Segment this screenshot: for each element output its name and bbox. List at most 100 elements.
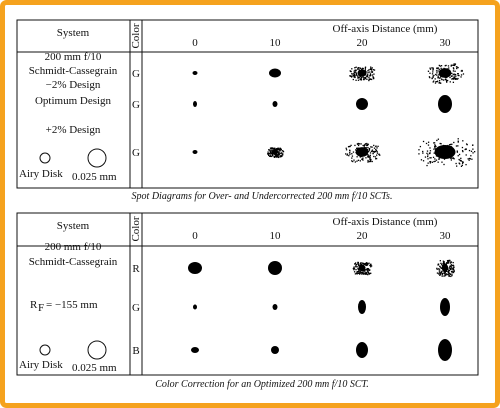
spot-dot <box>364 273 366 275</box>
spot-dot <box>368 269 370 272</box>
spot-dot <box>366 76 368 78</box>
spot-dot <box>444 275 446 277</box>
airy-size: 0.025 mm <box>72 171 117 183</box>
spot-dot <box>357 79 360 81</box>
spot-dot <box>358 77 360 79</box>
spot-dot <box>352 73 354 75</box>
spot-dot <box>359 270 361 273</box>
spot-dot <box>439 76 442 78</box>
spot-dot <box>460 76 462 78</box>
spot-dot <box>372 69 375 71</box>
spot-dot <box>450 157 452 160</box>
spot-dot <box>365 272 367 274</box>
spot-dot <box>440 78 443 80</box>
spot-dot <box>444 271 446 274</box>
spot-dot <box>275 156 278 158</box>
spot-dot <box>444 274 447 276</box>
spot-dot <box>364 270 366 272</box>
spot-dot <box>424 156 427 158</box>
spot-dot <box>354 69 356 71</box>
spot-dot <box>462 73 465 75</box>
spot-dot <box>375 158 377 160</box>
spot <box>438 95 452 113</box>
spot-dot <box>364 68 367 70</box>
spot-dot <box>351 157 353 159</box>
system-label: Optimum Design <box>35 95 112 107</box>
spot-dot <box>354 67 356 69</box>
spot-dot <box>461 70 463 72</box>
spot-dot <box>355 263 358 266</box>
spot-dot <box>454 63 456 65</box>
spot-dot <box>433 142 435 144</box>
spot-dot <box>356 266 358 268</box>
spot-dot <box>353 74 356 77</box>
spot-dot <box>368 79 370 82</box>
spot-dot <box>367 156 369 158</box>
spot-dot <box>442 260 445 262</box>
spot-dot <box>444 263 446 266</box>
spot-dot <box>361 262 363 264</box>
spot-dot <box>450 270 453 273</box>
spot-dot <box>429 162 431 164</box>
spot-dot <box>432 67 434 69</box>
spot <box>192 150 198 154</box>
spot <box>267 147 285 159</box>
spot-dot <box>432 81 434 83</box>
spot-dot <box>349 145 351 148</box>
spot-dot <box>450 264 453 266</box>
spot-dot <box>281 152 283 155</box>
spot-dot <box>364 143 366 146</box>
spot-dot <box>367 75 369 77</box>
spot-dot <box>446 148 448 151</box>
spot-dot <box>468 149 471 152</box>
spot-dot <box>446 68 449 70</box>
spot-dot <box>348 155 350 157</box>
spot-dot <box>351 153 353 155</box>
spot-dot <box>436 150 438 152</box>
system-label: = −155 mm <box>46 299 98 311</box>
spot-dot <box>352 267 355 270</box>
spot-dot <box>278 151 280 153</box>
spot-dot <box>440 262 442 265</box>
spot-dot <box>433 148 435 150</box>
spot-dot <box>422 150 424 153</box>
spot-dot <box>360 74 363 76</box>
spot-dot <box>451 268 454 270</box>
spot-dot <box>462 140 464 142</box>
spot-dot <box>445 70 447 72</box>
header-system: System <box>57 27 90 39</box>
spot-dot <box>452 67 455 69</box>
spot-dot <box>467 158 469 160</box>
spot-dot <box>447 70 450 72</box>
spot-dot <box>353 271 356 273</box>
spot-dot <box>269 149 271 151</box>
spot-dot <box>450 159 453 161</box>
spot-dot <box>454 77 456 79</box>
spot-dot <box>452 157 455 159</box>
spot-dot <box>445 153 447 155</box>
spot-dot <box>362 264 365 267</box>
color-label: G <box>132 302 140 314</box>
spot-dot <box>438 64 440 67</box>
header-offaxis: Off-axis Distance (mm) <box>333 23 438 35</box>
spot-dot <box>445 73 447 75</box>
spot-dot <box>468 159 470 161</box>
spot-dot <box>370 150 373 152</box>
spot-dot <box>457 74 459 77</box>
spot-dot <box>357 264 360 266</box>
spot-dot <box>442 267 445 270</box>
system-label: −2% Design <box>46 79 101 91</box>
spot-dot <box>359 269 362 271</box>
spot-dot <box>458 158 460 161</box>
spot-dot <box>369 78 371 80</box>
spot-dot <box>460 157 462 159</box>
spot-dot <box>461 150 464 152</box>
spot-dot <box>359 160 361 162</box>
spot-dot <box>360 79 362 81</box>
spot-dot <box>279 147 281 149</box>
spot-dot <box>442 144 445 147</box>
spot-dot <box>472 144 474 146</box>
spot-dot <box>429 160 431 163</box>
spot-dot <box>435 155 438 157</box>
spot-dot <box>452 77 455 80</box>
